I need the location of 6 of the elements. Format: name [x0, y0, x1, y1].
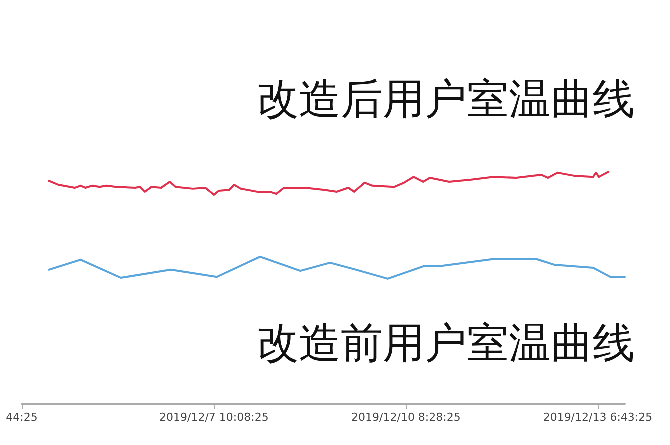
text: 改造后用户室温曲线: [257, 74, 635, 124]
x-tick-label: 44:25: [6, 411, 38, 424]
annotation: 改造前用户室温曲线: [257, 318, 635, 368]
x-tick-label: 2019/12/7 10:08:25: [160, 411, 269, 424]
x-tick-label: 2019/12/10 8:28:25: [352, 411, 461, 424]
x-tick-label: 2019/12/13 6:43:25: [543, 411, 653, 424]
